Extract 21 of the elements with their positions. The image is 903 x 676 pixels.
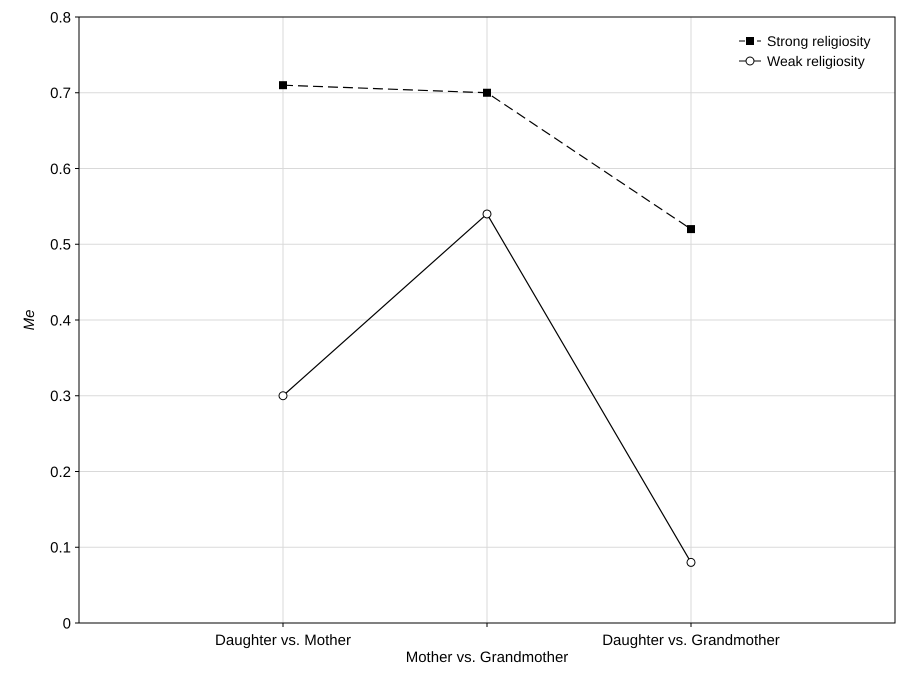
point <box>278 391 288 400</box>
y-tick-label: 0.7 <box>50 85 71 102</box>
x-tick-label: Daughter vs. Mother <box>215 632 351 649</box>
y-tick-label: 0 <box>62 615 71 632</box>
x-tick-label: Daughter vs. Grandmother <box>602 632 780 649</box>
point <box>686 558 696 567</box>
y-tick-label: 0.4 <box>50 312 71 330</box>
y-tick-label: 0.3 <box>50 388 71 405</box>
point <box>482 209 492 218</box>
legend-label: Strong religiosity <box>767 32 870 49</box>
point <box>483 88 491 97</box>
point <box>687 225 695 234</box>
legend-label: Weak religiosity <box>767 52 865 69</box>
y-tick-label: 0.6 <box>50 160 71 178</box>
y-tick-label: 0.5 <box>50 236 71 254</box>
y-tick-label: 0.2 <box>50 464 71 481</box>
y-axis-title: Me <box>21 310 38 330</box>
y-tick-label: 0.8 <box>50 9 71 26</box>
x-tick-label: Mother vs. Grandmother <box>406 649 568 666</box>
y-tick-label: 0.1 <box>50 540 71 556</box>
point <box>279 81 287 90</box>
